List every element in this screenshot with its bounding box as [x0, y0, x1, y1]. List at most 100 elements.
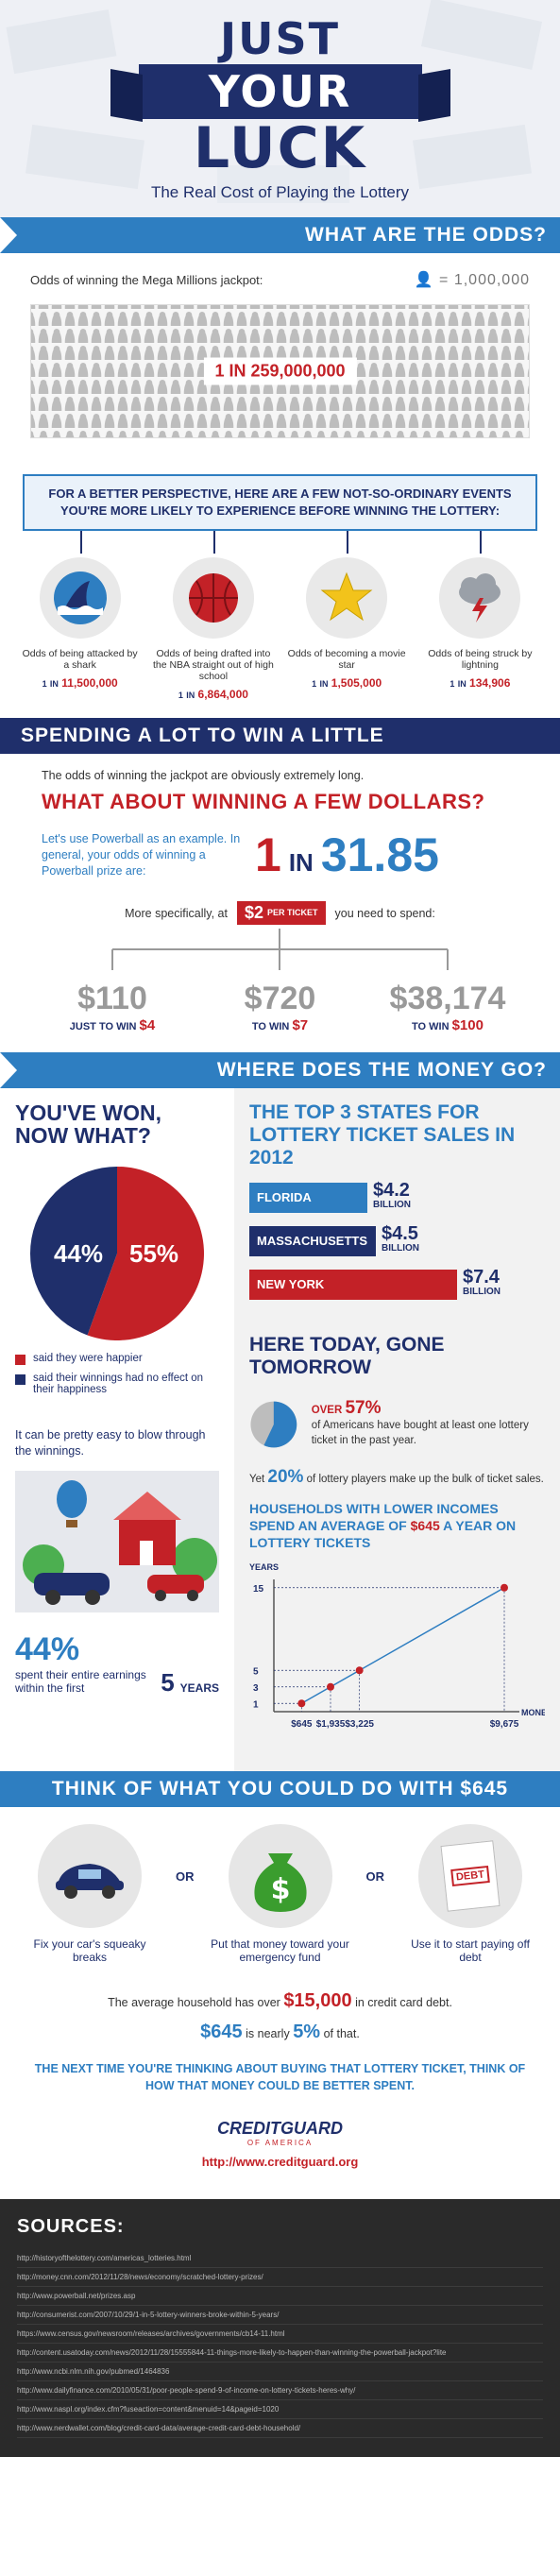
creditguard-logo: CREDITGUARD OF AMERICA	[217, 2119, 343, 2147]
event-movie-star: Odds of becoming a movie star 1 IN 1,505…	[286, 531, 407, 701]
option-fix-car: Fix your car's squeaky breaks	[19, 1824, 161, 1964]
lightning-cloud-icon	[459, 573, 501, 623]
state-bar-massachusetts: MASSACHUSETTS $4.5 BILLION	[249, 1224, 419, 1256]
title-ribbon: YOUR	[138, 64, 422, 119]
top3-heading: THE TOP 3 STATES FOR LOTTERY TICKET SALE…	[249, 1101, 516, 1169]
spending-section: The odds of winning the jackpot are obvi…	[0, 754, 560, 1052]
title-just: JUST	[220, 13, 340, 64]
state-name: NEW YORK	[257, 1277, 325, 1291]
source-link[interactable]: http://www.ncbi.nlm.nih.gov/pubmed/14648…	[17, 2363, 543, 2381]
y-axis-label: YEARS	[249, 1562, 279, 1572]
state-value: $7.4 BILLION	[463, 1267, 501, 1297]
source-link[interactable]: http://historyofthelottery.com/americas_…	[17, 2249, 543, 2268]
svg-text:$: $	[270, 1873, 290, 1906]
legend-noeffect: said their winnings had no effect on the…	[15, 1373, 219, 1395]
source-link[interactable]: http://www.dailyfinance.com/2010/05/31/p…	[17, 2381, 543, 2400]
think-section: Fix your car's squeaky breaks OR $ Put t…	[0, 1807, 560, 2178]
x-axis-label: MONEY	[521, 1708, 545, 1717]
y-tick-label: 1	[253, 1699, 259, 1710]
option-emergency-fund: $ Put that money toward your emergency f…	[210, 1824, 351, 1964]
jackpot-odds: 1 IN 259,000,000	[203, 357, 357, 385]
section-heading-spending: SPENDING A LOT TO WIN A LITTLE	[0, 718, 560, 754]
source-link[interactable]: http://www.naspl.org/index.cfm?fuseactio…	[17, 2400, 543, 2419]
data-point	[327, 1682, 334, 1691]
pie-slice-happier	[87, 1167, 204, 1340]
happiness-pie: 44% 55%	[27, 1164, 207, 1343]
source-link[interactable]: http://www.nerdwallet.com/blog/credit-ca…	[17, 2419, 543, 2438]
money-bag-icon: $	[253, 1853, 307, 1912]
powerball-odds: 1 IN 31.85	[255, 828, 439, 881]
spending-question: WHAT ABOUT WINNING A FEW DOLLARS?	[42, 790, 485, 813]
mega-millions-label: Odds of winning the Mega Millions jackpo…	[30, 272, 263, 287]
y-tick-label: 3	[253, 1683, 259, 1694]
state-name: FLORIDA	[257, 1190, 312, 1204]
percent-text: $645 is nearly 5% of that.	[200, 2022, 360, 2042]
person-legend: 👤 = 1,000,000	[414, 272, 530, 288]
sources-heading: SOURCES:	[17, 2216, 125, 2237]
or-divider: OR	[176, 1869, 195, 1884]
avg-debt-text: The average household has over $15,000 i…	[108, 1990, 452, 2011]
spend-tree-lines	[111, 929, 449, 970]
spending-scene-illustration	[15, 1471, 219, 1612]
section-heading-think: THINK OF WHAT YOU COULD DO WITH $645	[0, 1771, 560, 1807]
source-link[interactable]: http://money.cnn.com/2012/11/28/news/eco…	[17, 2268, 543, 2287]
event-odds: 1 IN 1,505,000	[312, 676, 382, 690]
state-bars: FLORIDA $4.2 BILLION MASSACHUSETTS $4.5 BILLI…	[249, 1181, 545, 1300]
debt-document-icon: DEBT	[440, 1840, 501, 1912]
ticket-price: $2 PER TICKET	[236, 901, 326, 925]
state-bar-florida: FLORIDA $4.2 BILLION	[249, 1181, 411, 1213]
source-link[interactable]: https://www.census.gov/newsroom/releases…	[17, 2325, 543, 2344]
y-tick-label: 5	[253, 1666, 259, 1677]
person-icon: 👤	[414, 272, 434, 288]
stat-percent: 44%	[15, 1631, 80, 1667]
data-point	[355, 1666, 364, 1675]
event-lightning: Odds of being struck by lightning 1 IN 1…	[419, 531, 540, 701]
title-luck: LUCK	[193, 115, 367, 181]
infographic: ★ ★ JUST YOUR LUCK The Real Cost of Play…	[0, 0, 560, 2457]
pie-label-happier: 55%	[129, 1239, 179, 1268]
spend-tier: $720 TO WIN $7	[244, 981, 316, 1033]
y-tick-label: 15	[253, 1584, 264, 1595]
spend-tier: $110 JUST TO WIN $4	[69, 981, 156, 1033]
gone-heading: HERE TODAY, GONE TOMORROW	[249, 1334, 445, 1378]
ticket-spec: More specifically, at $2 PER TICKET you n…	[42, 901, 518, 925]
x-tick-label: $3,225	[345, 1719, 374, 1730]
event-odds: 1 IN 6,864,000	[178, 688, 248, 701]
series-line	[300, 1587, 505, 1704]
spend-tier: $38,174 TO WIN $100	[389, 981, 506, 1033]
won-heading: YOU'VE WON, NOW WHAT?	[15, 1100, 161, 1148]
source-link[interactable]: http://www.powerball.net/prizes.asp	[17, 2287, 543, 2306]
state-bar-new-york: NEW YORK $7.4 BILLION	[249, 1268, 501, 1300]
spending-intro: The odds of winning the jackpot are obvi…	[42, 769, 365, 782]
sources-list: http://historyofthelottery.com/americas_…	[17, 2249, 543, 2438]
source-link[interactable]: http://consumerist.com/2007/10/29/1-in-5…	[17, 2306, 543, 2325]
hot-air-balloon-icon	[57, 1480, 87, 1518]
stat-text: spent their entire earnings within the f…	[15, 1668, 219, 1697]
event-shark: Odds of being attacked by a shark 1 IN 1…	[20, 531, 141, 701]
section-heading-money: WHERE DOES THE MONEY GO?	[0, 1052, 560, 1088]
source-link[interactable]: http://content.usatoday.com/news/2012/11…	[17, 2344, 543, 2363]
pie-label-noeffect: 44%	[54, 1239, 104, 1268]
or-divider: OR	[365, 1869, 385, 1884]
section-heading-odds: WHAT ARE THE ODDS?	[0, 217, 560, 253]
closing-message: THE NEXT TIME YOU'RE THINKING ABOUT BUYI…	[34, 2062, 526, 2092]
shark-fin-icon	[53, 571, 107, 624]
option-pay-debt: DEBT Use it to start paying off debt	[399, 1824, 541, 1964]
yet-text: Yet 20% of lottery players make up the b…	[249, 1467, 544, 1487]
blow-text: It can be pretty easy to blow through th…	[15, 1428, 206, 1458]
title-your: YOUR	[208, 66, 352, 117]
data-point	[501, 1583, 508, 1592]
state-value: $4.2 BILLION	[373, 1180, 411, 1210]
car-icon	[34, 1573, 110, 1595]
state-name: MASSACHUSETTS	[257, 1234, 368, 1248]
money-section: YOU'VE WON, NOW WHAT? 44% 55% said they …	[0, 1088, 560, 1771]
x-tick-label: $9,675	[490, 1719, 519, 1730]
odds-section: Odds of winning the Mega Millions jackpo…	[0, 253, 560, 448]
powerball-text: Let's use Powerball as an example. In ge…	[42, 831, 241, 878]
star-icon	[320, 571, 373, 622]
car-icon	[56, 1864, 124, 1899]
creditguard-link[interactable]: http://www.creditguard.org	[201, 2155, 359, 2169]
dollar-bills-background	[6, 0, 543, 203]
sources-section: SOURCES: http://historyofthelottery.com/…	[0, 2199, 560, 2457]
event-odds: 1 IN 11,500,000	[42, 676, 118, 690]
